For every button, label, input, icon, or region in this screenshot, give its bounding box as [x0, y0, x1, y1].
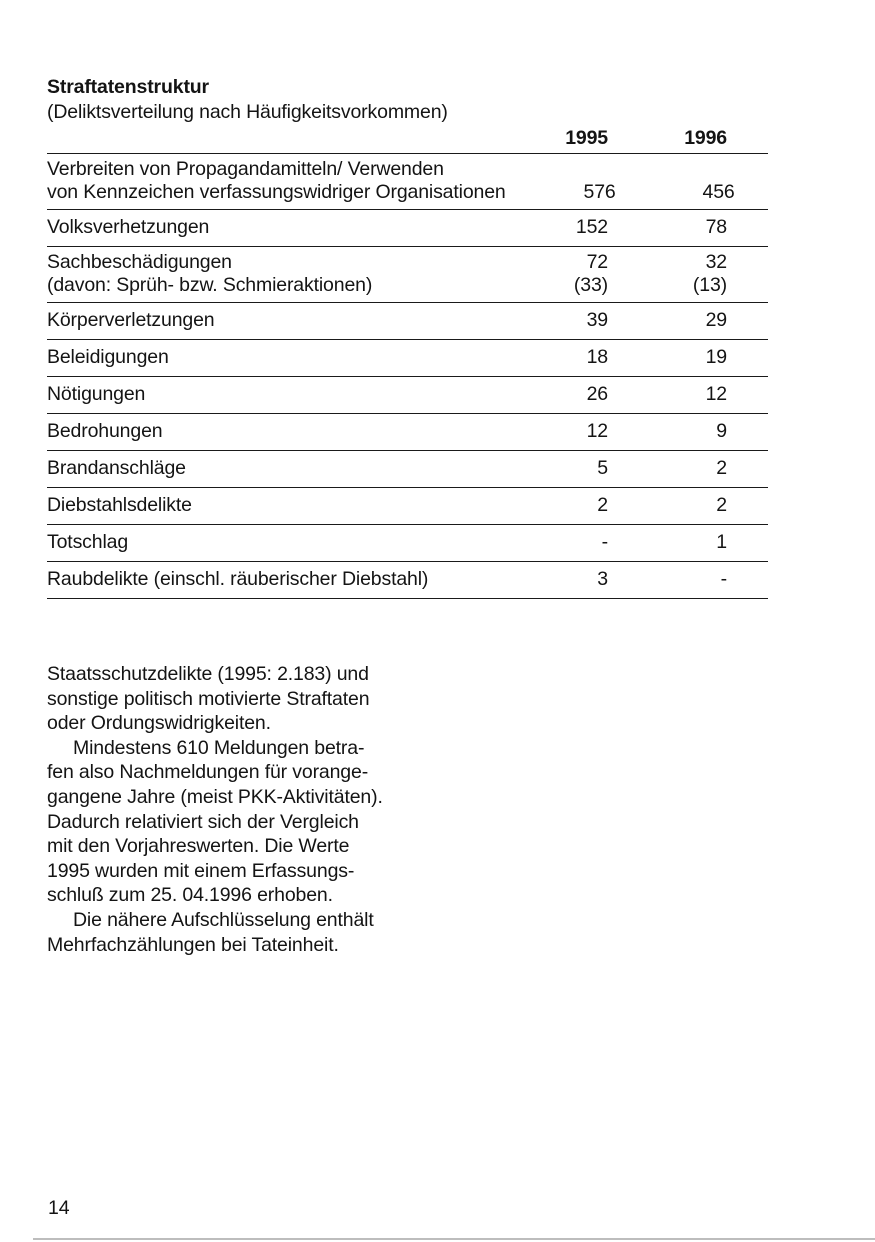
table-row: Brandanschläge 5 2: [47, 451, 768, 488]
row-value-1996: 9: [716, 420, 727, 442]
table-row: Verbreiten von Propagandamitteln/ Verwen…: [47, 154, 768, 210]
column-header-1995: 1995: [565, 127, 608, 149]
row-value-1995: 18: [586, 346, 609, 368]
row-label: Raubdelikte (einschl. räuberischer Diebs…: [47, 568, 429, 590]
row-value-1996: 456: [702, 181, 735, 203]
table-row: Beleidigungen 18 19: [47, 340, 768, 377]
paragraph-line: gangene Jahre (meist PKK-Aktivitäten).: [47, 785, 383, 808]
row-label: Brandanschläge: [47, 457, 186, 479]
row-value-1995: 3: [597, 568, 608, 590]
row-value-1996: 32 (13): [608, 251, 727, 297]
paragraph-line: fen also Nachmeldungen für vorange-: [47, 761, 369, 784]
row-value-1995: 2: [597, 494, 608, 516]
row-label: Totschlag: [47, 531, 129, 553]
row-label-line: von Kennzeichen verfassungswidriger Orga…: [47, 181, 506, 203]
row-label: Bedrohungen: [47, 420, 163, 442]
row-value-1996: 1: [716, 531, 727, 553]
table-row: Raubdelikte (einschl. räuberischer Diebs…: [47, 562, 768, 599]
row-label: Nötigungen: [47, 383, 146, 405]
table-row: Bedrohungen 12 9: [47, 414, 768, 451]
section-title: Straftatenstruktur: [47, 76, 209, 98]
row-value-1995: 39: [586, 309, 609, 331]
paragraph-line: schluß zum 25. 04.1996 erhoben.: [47, 884, 333, 907]
paragraph-line: Die nähere Aufschlüsselung enthält: [73, 908, 374, 931]
row-value-1996: 19: [705, 346, 728, 368]
row-value-line: 72: [586, 251, 609, 273]
row-value-1996: 2: [716, 457, 727, 479]
row-label-line: Verbreiten von Propagandamitteln/ Verwen…: [47, 158, 444, 180]
row-value-1996: -: [720, 568, 727, 590]
paragraph-line: Mehrfachzählungen bei Tateinheit.: [47, 933, 339, 956]
row-label: Sachbeschädigungen (davon: Sprüh- bzw. S…: [47, 251, 498, 297]
row-value-1995: 26: [586, 383, 609, 405]
body-paragraph: Staatsschutzdelikte (1995: 2.183) und so…: [47, 662, 407, 957]
row-value-line: 32: [705, 251, 728, 273]
page-number: 14: [48, 1197, 70, 1219]
table-row: Körperverletzungen 39 29: [47, 303, 768, 340]
table-row: Diebstahlsdelikte 2 2: [47, 488, 768, 525]
paragraph-line: oder Ordungswidrigkeiten.: [47, 712, 271, 735]
paragraph-line: Staatsschutzdelikte (1995: 2.183) und: [47, 663, 369, 685]
paragraph-line: mit den Vorjahreswerten. Die Werte: [47, 835, 350, 858]
paragraph-line: sonstige politisch motivierte Straftaten: [47, 687, 370, 710]
row-label-line: (davon: Sprüh- bzw. Schmieraktionen): [47, 274, 373, 296]
row-value-1995: 152: [575, 216, 608, 238]
table-row: Sachbeschädigungen (davon: Sprüh- bzw. S…: [47, 247, 768, 303]
row-label: Körperverletzungen: [47, 309, 215, 331]
row-value-1995: 5: [597, 457, 608, 479]
statistics-section: Straftatenstruktur (Deliktsverteilung na…: [47, 74, 768, 599]
table-column-headers: 1995 1996: [47, 126, 768, 153]
row-label: Diebstahlsdelikte: [47, 494, 192, 516]
table-row: Volksverhetzungen 152 78: [47, 210, 768, 247]
row-value-1995: -: [601, 531, 608, 553]
paragraph-line: Dadurch relativiert sich der Vergleich: [47, 810, 359, 833]
row-value-line: (33): [573, 274, 608, 296]
table-row: Totschlag - 1: [47, 525, 768, 562]
section-subtitle: (Deliktsverteilung nach Häufigkeitsvorko…: [47, 101, 448, 123]
column-header-1996: 1996: [684, 127, 727, 149]
row-value-1996: 29: [705, 309, 728, 331]
row-label: Verbreiten von Propagandamitteln/ Verwen…: [47, 158, 506, 204]
footer-divider: [33, 1238, 875, 1240]
row-label: Beleidigungen: [47, 346, 169, 368]
row-value-1996: 78: [705, 216, 728, 238]
row-value-1995: 72 (33): [498, 251, 608, 297]
row-value-1995: 12: [586, 420, 609, 442]
paragraph-line: Mindestens 610 Meldungen betra-: [73, 736, 365, 759]
table-row: Nötigungen 26 12: [47, 377, 768, 414]
row-value-1995: 576: [583, 181, 616, 203]
column-header-spacer: [47, 126, 498, 151]
row-label: Volksverhetzungen: [47, 216, 210, 238]
row-value-1996: 2: [716, 494, 727, 516]
row-label-line: Sachbeschädigungen: [47, 251, 232, 273]
row-value-1996: 12: [705, 383, 728, 405]
paragraph-line: 1995 wurden mit einem Erfassungs-: [47, 859, 355, 882]
row-value-line: (13): [692, 274, 727, 296]
offence-table: Verbreiten von Propagandamitteln/ Verwen…: [47, 153, 768, 599]
